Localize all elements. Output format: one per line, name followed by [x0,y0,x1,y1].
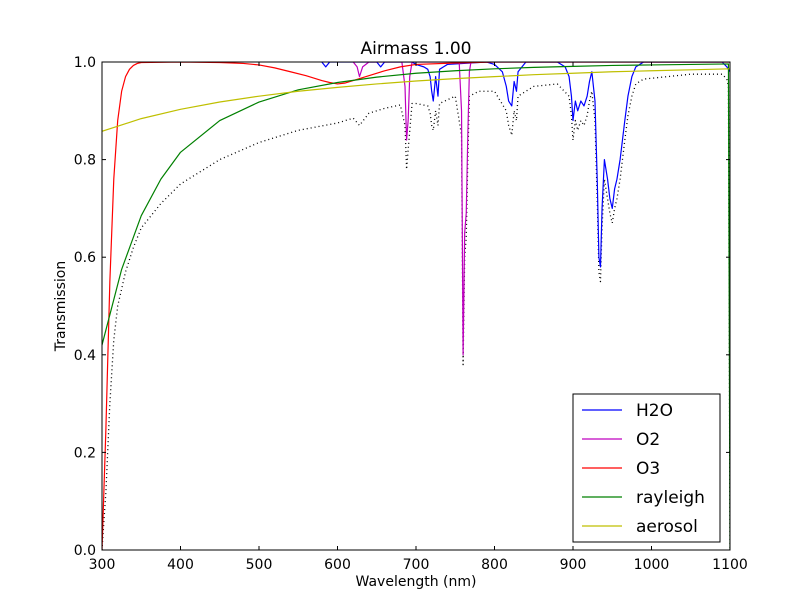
legend-label: aerosol [636,517,698,537]
legend-label: O2 [636,430,660,450]
x-tick-label: 700 [403,557,430,573]
legend-label: O3 [636,459,660,479]
x-tick-label: 1100 [712,557,748,573]
x-tick-label: 500 [246,557,273,573]
y-axis-label: Transmission [53,261,69,352]
x-tick-label: 800 [481,557,508,573]
y-tick-label: 0.2 [74,445,96,461]
x-tick-label: 1000 [634,557,670,573]
ticks-layer: 300 400 500 600 700 800 900 1000 1100 0.0 0.2 0.4 0.… [74,55,748,573]
legend: H2O O2 O3 rayleigh aerosol [572,393,721,543]
x-tick-label: 400 [167,557,194,573]
y-tick-label: 0.6 [74,250,96,266]
y-tick-label: 0.0 [74,543,96,559]
series-layer [102,62,730,550]
x-tick-label: 600 [324,557,351,573]
x-tick-label: 900 [560,557,587,573]
legend-label: rayleigh [636,488,705,508]
series-line-rayleigh [102,63,730,550]
series-line-h2o [321,62,730,268]
series-line-o3 [102,62,730,550]
y-tick-label: 0.4 [74,348,96,364]
y-tick-label: 1.0 [74,55,96,71]
x-axis-label: Wavelength (nm) [356,574,477,590]
chart-title: Airmass 1.00 [361,39,472,59]
legend-label: H2O [636,401,673,421]
series-line-aerosol [102,68,730,132]
y-tick-label: 0.8 [74,153,96,169]
series-line-o2 [352,62,730,356]
plot-frame [101,61,731,551]
x-tick-label: 300 [89,557,116,573]
